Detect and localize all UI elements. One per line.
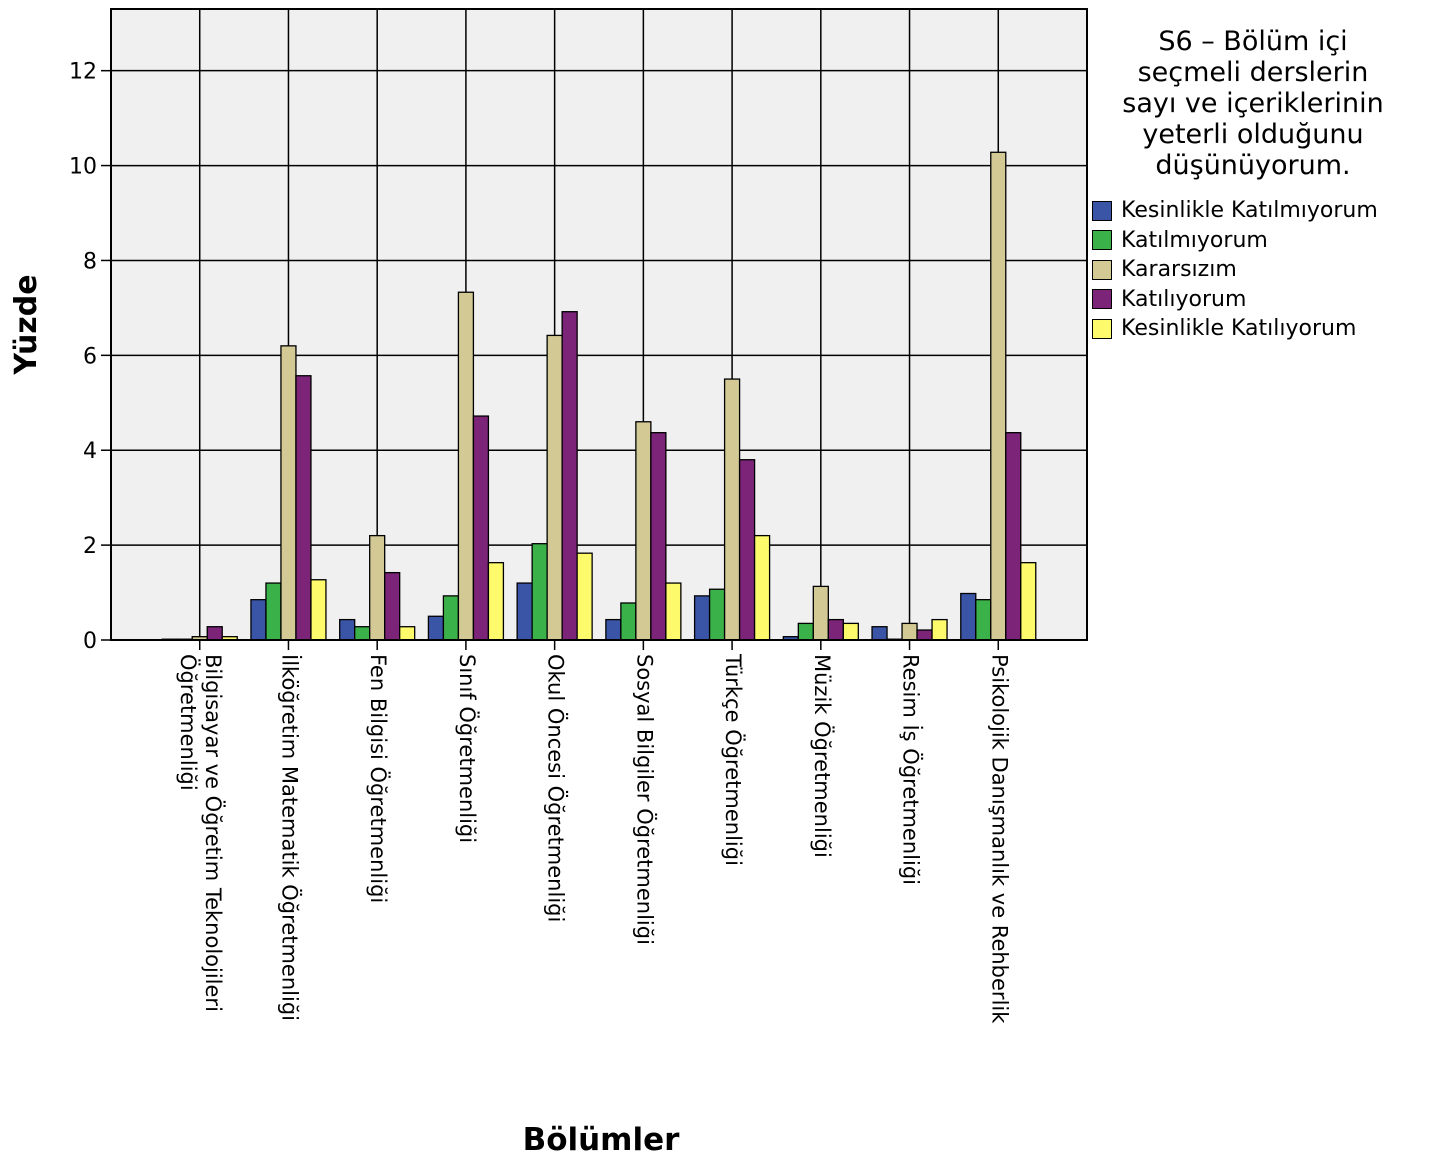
bar bbox=[280, 345, 297, 641]
bar bbox=[516, 582, 533, 641]
y-tick-label: 0 bbox=[83, 629, 97, 654]
y-axis: 0 2 4 6 8 10 12 bbox=[69, 60, 111, 654]
bar-group bbox=[161, 151, 1037, 641]
legend-swatch bbox=[1092, 318, 1112, 339]
bar bbox=[827, 618, 844, 641]
bar bbox=[812, 585, 829, 641]
legend-label: Kesinlikle Katılıyorum bbox=[1121, 316, 1357, 342]
bar bbox=[753, 534, 771, 641]
bar bbox=[354, 626, 371, 641]
bar bbox=[650, 432, 667, 641]
legend-label: Katılmıyorum bbox=[1121, 227, 1268, 253]
legend-title-line: düşünüyorum. bbox=[1155, 150, 1351, 181]
x-tick-label: Müzik Öğretmenliği bbox=[810, 654, 835, 858]
x-tick-label: Resim İş Öğretmenliği bbox=[899, 654, 924, 885]
x-tick-label: Sosyal Bilgiler Öğretmenliği bbox=[632, 654, 657, 945]
x-tick-label: Okul Öncesi Öğretmenliği bbox=[544, 654, 569, 922]
y-tick-label: 4 bbox=[83, 439, 97, 464]
bar bbox=[960, 592, 977, 641]
legend-swatch bbox=[1092, 200, 1112, 221]
bar bbox=[693, 595, 711, 641]
bar bbox=[561, 311, 578, 641]
bar bbox=[605, 618, 622, 641]
bar bbox=[472, 415, 490, 641]
legend-item: Kesinlikle Katılmıyorum bbox=[1092, 196, 1378, 226]
y-tick-label: 10 bbox=[69, 155, 97, 180]
bar bbox=[339, 618, 356, 641]
bar bbox=[384, 571, 401, 641]
bar bbox=[797, 622, 814, 641]
bar bbox=[723, 378, 741, 641]
legend-swatch bbox=[1092, 259, 1112, 280]
plot-border bbox=[110, 8, 1088, 641]
y-tick-label: 8 bbox=[83, 249, 97, 274]
legend-label: Katılıyorum bbox=[1121, 286, 1247, 312]
x-tick-label: Sınıf Öğretmenliği bbox=[455, 654, 480, 843]
y-tick-label: 2 bbox=[83, 534, 97, 559]
x-tick-label: Psikolojik Danışmanlık ve Rehberlik bbox=[987, 654, 1011, 1024]
bar bbox=[265, 582, 282, 641]
bar bbox=[250, 599, 267, 641]
legend-swatch bbox=[1092, 289, 1112, 310]
x-tick-label: Öğretmenliği bbox=[176, 654, 201, 791]
bar bbox=[1020, 562, 1037, 641]
legend: Kesinlikle Katılmıyorum Katılmıyorum Karar… bbox=[1092, 196, 1378, 344]
bar bbox=[708, 588, 726, 641]
y-tick-label: 12 bbox=[69, 60, 97, 85]
bar bbox=[369, 534, 386, 641]
bar bbox=[310, 579, 327, 641]
bar bbox=[295, 375, 312, 641]
legend-title-line: yeterli olduğunu bbox=[1142, 119, 1364, 150]
bar bbox=[871, 626, 888, 641]
x-tick-label: İlköğretim Matematik Öğretmenliği bbox=[277, 654, 302, 1021]
legend-title-line: sayı ve içeriklerinin bbox=[1122, 88, 1384, 119]
bar bbox=[206, 626, 223, 641]
bar bbox=[457, 291, 475, 641]
bar bbox=[901, 622, 918, 641]
legend-item: Katılıyorum bbox=[1092, 285, 1378, 315]
bar bbox=[842, 622, 859, 641]
bar bbox=[916, 629, 933, 641]
bar bbox=[442, 595, 460, 641]
bar bbox=[546, 334, 563, 641]
legend-title: S6 – Bölüm içi seçmeli derslerin sayı ve i… bbox=[1098, 26, 1408, 181]
y-tick-label: 6 bbox=[83, 344, 97, 369]
bar bbox=[738, 459, 756, 641]
bar bbox=[531, 543, 548, 641]
bar bbox=[1005, 432, 1022, 641]
bar bbox=[975, 599, 992, 641]
bar bbox=[487, 562, 505, 641]
y-axis-label: Yüzde bbox=[9, 274, 44, 375]
legend-item: Kesinlikle Katılıyorum bbox=[1092, 314, 1378, 344]
x-tick-label: Bilgisayar ve Öğretim Teknolojileri bbox=[201, 654, 226, 1012]
legend-label: Kararsızım bbox=[1121, 257, 1237, 283]
legend-title-line: S6 – Bölüm içi bbox=[1158, 26, 1348, 57]
bar bbox=[990, 151, 1007, 641]
x-tick-label: Fen Bilgisi Öğretmenliği bbox=[366, 654, 391, 903]
plot-background bbox=[111, 9, 1087, 640]
bar bbox=[665, 582, 682, 641]
legend-item: Katılmıyorum bbox=[1092, 226, 1378, 256]
bar bbox=[427, 615, 445, 641]
x-axis-label: Bölümler bbox=[523, 1122, 681, 1158]
bar bbox=[399, 626, 416, 641]
bar bbox=[620, 602, 637, 641]
bar bbox=[931, 618, 948, 641]
x-axis: Bilgisayar ve Öğretim TeknolojileriÖğret… bbox=[176, 640, 1011, 1024]
legend-swatch bbox=[1092, 230, 1112, 251]
bar bbox=[635, 421, 652, 641]
legend-title-line: seçmeli derslerin bbox=[1137, 57, 1369, 88]
bar bbox=[576, 552, 593, 641]
x-tick-label: Türkçe Öğretmenliği bbox=[721, 653, 746, 866]
legend-item: Kararsızım bbox=[1092, 255, 1378, 285]
legend-label: Kesinlikle Katılmıyorum bbox=[1121, 198, 1378, 224]
